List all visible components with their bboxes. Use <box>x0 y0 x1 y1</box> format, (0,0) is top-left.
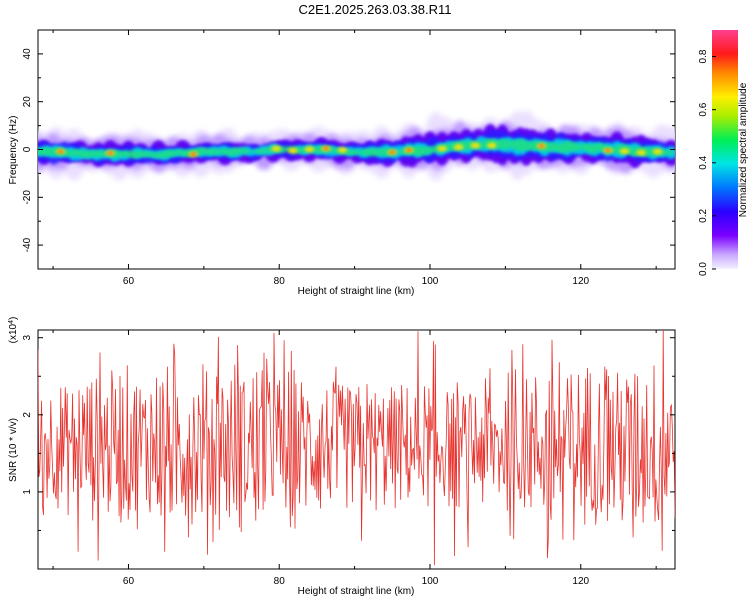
spectrogram-ylabel: Frequency (Hz) <box>8 116 19 185</box>
spectrogram-hotspot <box>437 145 448 152</box>
x-tick-label: 80 <box>274 276 286 287</box>
snr-ylabel: SNR (10 * v/v) <box>8 418 19 482</box>
x-tick-label: 120 <box>572 576 589 587</box>
y-tick-label: -40 <box>22 237 33 252</box>
figure-title: C2E1.2025.263.03.38.R11 <box>299 2 452 17</box>
spectrogram-hotspot <box>486 142 497 149</box>
spectrogram-hotspot <box>287 147 298 154</box>
y-tick-label: 1 <box>22 489 33 495</box>
y-tick-label: 20 <box>22 96 33 108</box>
x-tick-label: 100 <box>422 576 439 587</box>
colorbar-tick-label: 0.2 <box>698 209 709 223</box>
x-tick-label: 120 <box>572 276 589 287</box>
spectrogram-hotspot-core <box>57 149 64 154</box>
colorbar: 0.0 0.2 0.4 0.6 0.8 Normalized spectral ampl… <box>698 30 749 276</box>
spectrogram-hotspot <box>619 148 630 155</box>
spectrogram-hotspot <box>470 142 481 149</box>
x-tick-label: 100 <box>422 276 439 287</box>
spectrogram-hotspot-core <box>190 152 197 156</box>
spectrogram-hotspot <box>652 148 663 155</box>
y-tick-label: 3 <box>22 334 33 340</box>
colorbar-tick-label: 0.4 <box>698 155 709 169</box>
colorbar-ticks: 0.0 0.2 0.4 0.6 0.8 <box>698 49 716 276</box>
snr-multiplier: (x104) <box>8 317 20 344</box>
spectrogram-hotspot <box>271 145 282 152</box>
spectrogram-cell <box>234 148 252 154</box>
snr-panel: 60 80 100 120 1 2 3 Height of straight line (… <box>8 317 676 597</box>
spectrogram-panel: 60 80 100 120 -40 -20 0 20 40 Height of straigh… <box>8 29 676 297</box>
spectrogram-hotspot-core <box>604 148 611 153</box>
x-tick-label: 60 <box>123 276 135 287</box>
spectrogram-hotspot-core <box>322 146 329 151</box>
snr-x-axis: 60 80 100 120 <box>52 330 657 587</box>
spectrogram-hotspot <box>636 149 647 156</box>
colorbar-gradient <box>712 30 738 269</box>
x-tick-label: 60 <box>123 576 135 587</box>
spectrogram-x-axis: 60 80 100 120 <box>52 30 657 287</box>
y-tick-label: 40 <box>22 48 33 60</box>
spectrogram-hotspot-core <box>107 151 114 155</box>
colorbar-tick-label: 0.0 <box>698 262 709 276</box>
spectrogram-hotspot <box>453 144 464 151</box>
spectrogram-hotspot <box>304 146 315 153</box>
x-tick-label: 80 <box>274 576 286 587</box>
colorbar-label: Normalized spectral amplitude <box>738 82 749 217</box>
snr-y-axis: 1 2 3 <box>22 334 675 531</box>
colorbar-tick-label: 0.8 <box>698 49 709 63</box>
spectrogram-hotspot-core <box>389 150 396 154</box>
colorbar-tick-label: 0.6 <box>698 102 709 116</box>
spectrogram-hotspots <box>55 142 663 158</box>
spectrogram-hotspot <box>337 146 348 153</box>
snr-xlabel: Height of straight line (km) <box>298 586 415 597</box>
spectrogram-hotspot-core <box>538 144 545 148</box>
y-tick-label: -20 <box>22 190 33 205</box>
spectrogram-cell <box>566 143 584 151</box>
spectrogram-image <box>38 110 675 181</box>
y-tick-label: 0 <box>22 146 33 152</box>
y-tick-label: 2 <box>22 412 33 418</box>
spectrogram-hotspot-core <box>405 148 412 152</box>
spectrogram-xlabel: Height of straight line (km) <box>298 286 415 297</box>
spectrogram-y-axis: -40 -20 0 20 40 <box>22 29 675 270</box>
snr-series-line <box>38 330 675 566</box>
